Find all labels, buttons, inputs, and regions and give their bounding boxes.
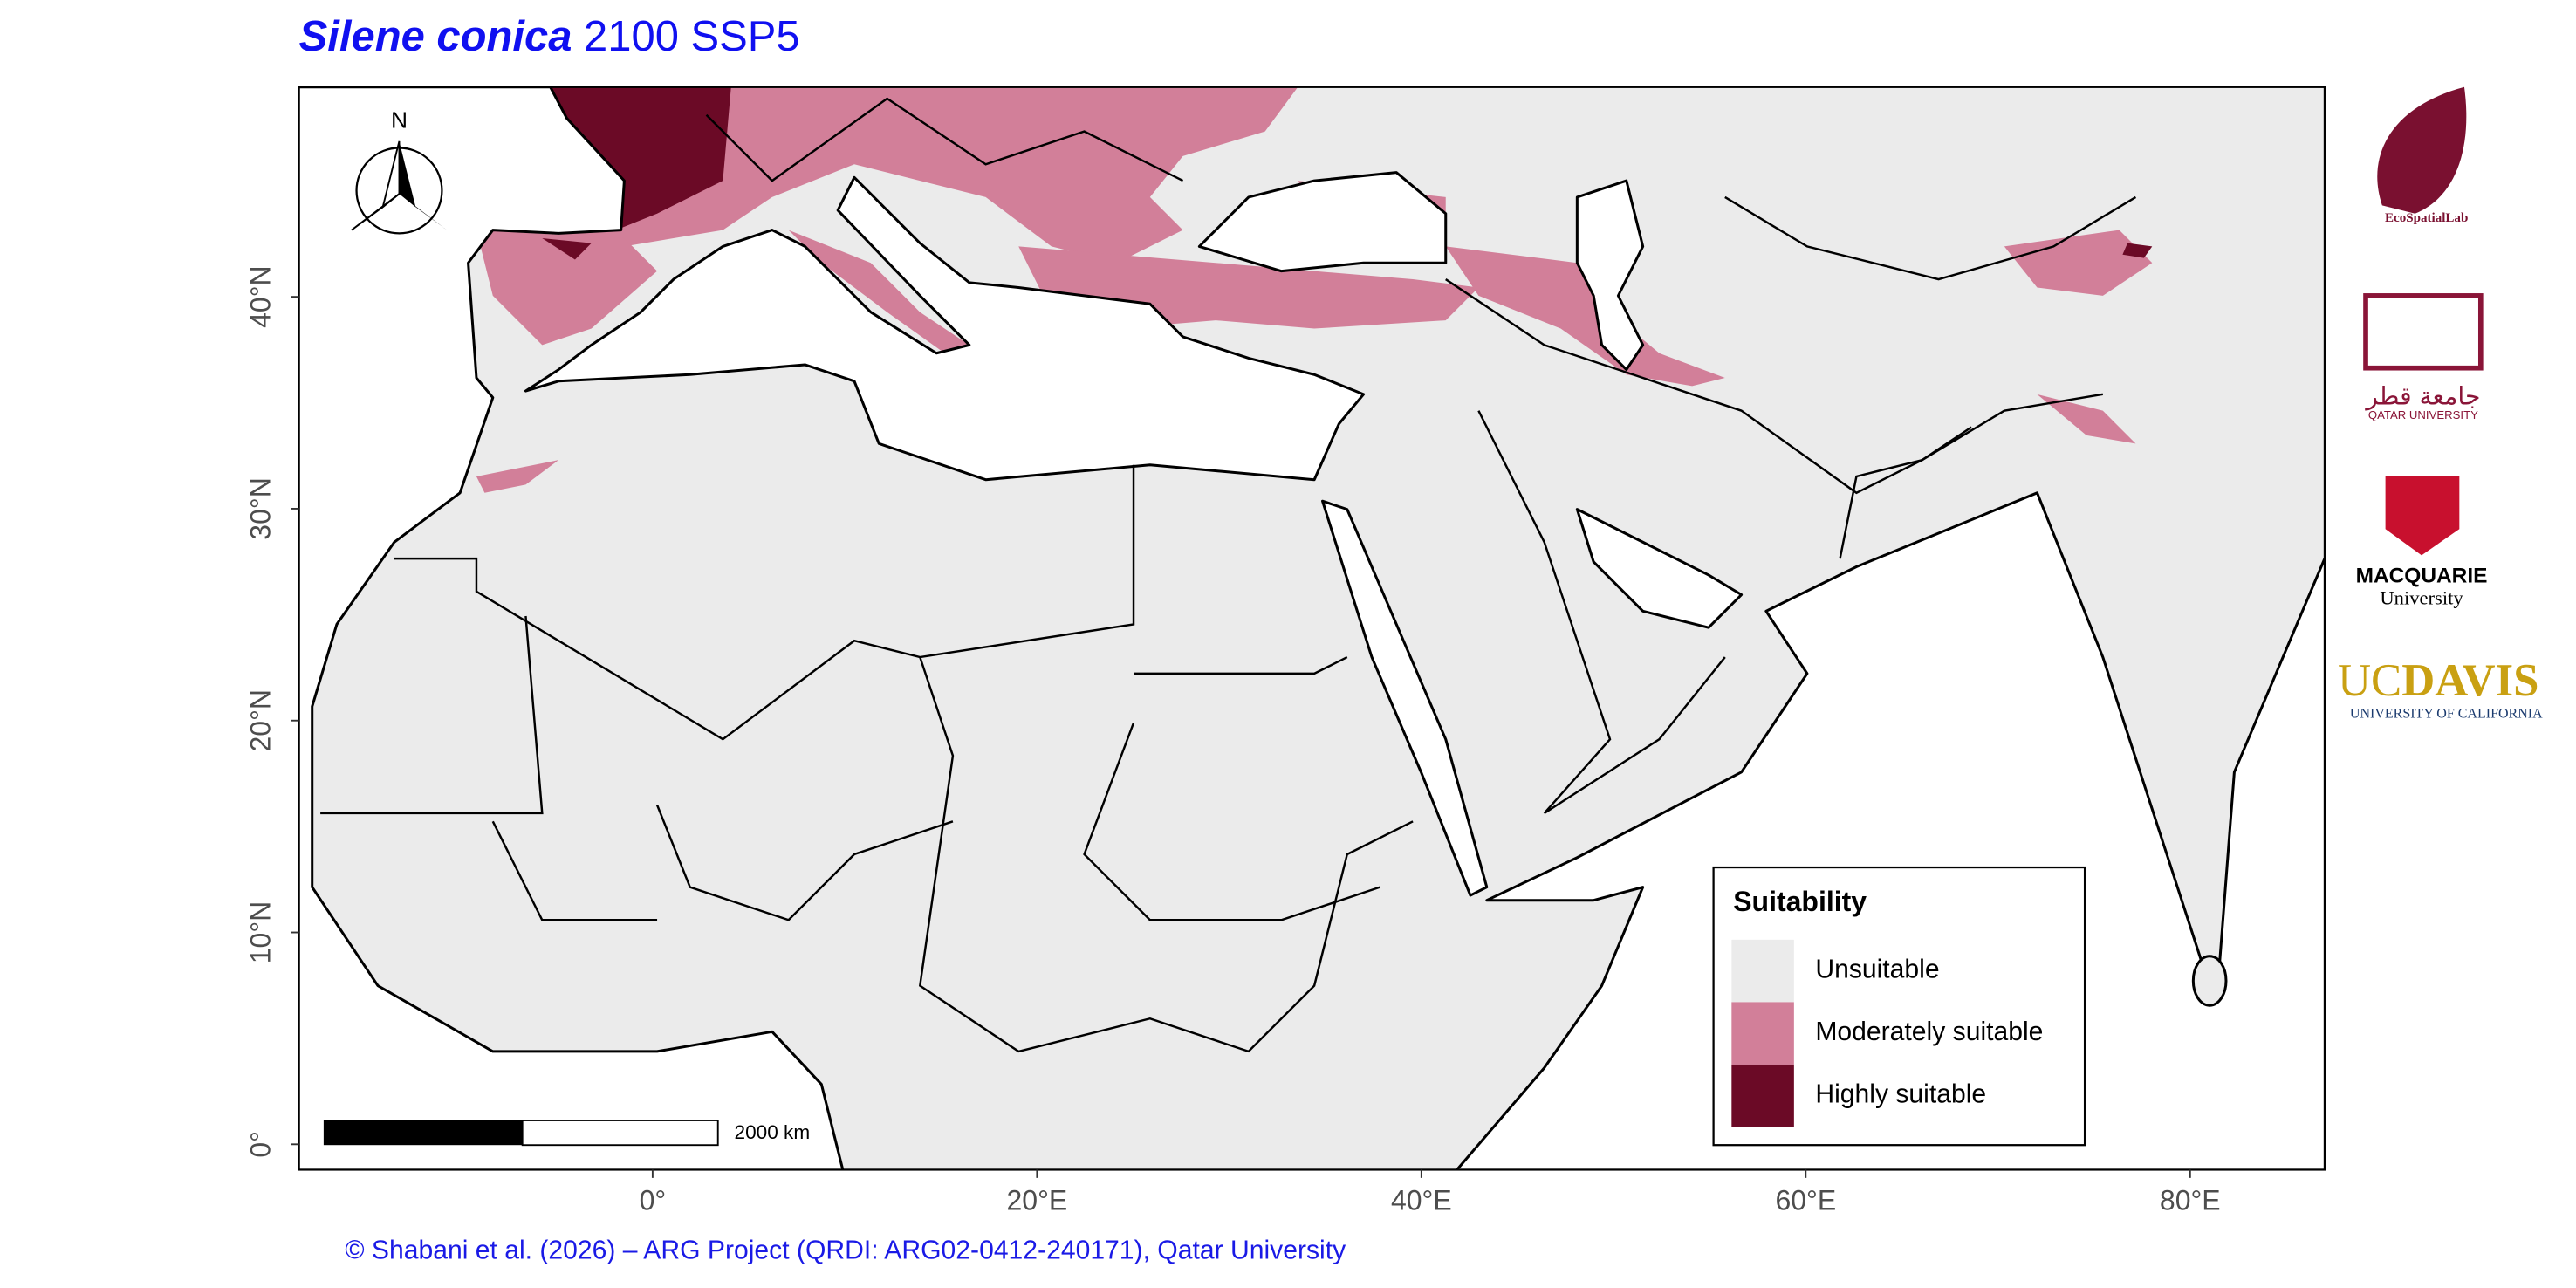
ecospatiallab-text: EcoSpatialLab (2385, 211, 2468, 225)
legend: Suitability Unsuitable Moderately suitabl… (1712, 866, 2086, 1147)
seas (298, 86, 2325, 1170)
ucdavis-logo: UCDAVIS (2338, 655, 2538, 706)
legend-swatch (1731, 1064, 1794, 1127)
scale-bar-light (521, 1120, 719, 1147)
ucdavis-uc: UC (2338, 655, 2401, 706)
x-tick-label: 40°E (1391, 1185, 1452, 1216)
ucdavis-davis: DAVIS (2401, 655, 2538, 706)
legend-label: Highly suitable (1815, 1080, 1986, 1109)
caspian-sea (1575, 179, 1645, 372)
ecospatiallab-leaf (2377, 86, 2467, 214)
map-title: Silene conica 2100 SSP5 (299, 13, 800, 60)
y-tick-label: 40°N (245, 265, 277, 327)
map-area (298, 86, 2325, 1170)
macquarie-shield (2385, 476, 2460, 556)
indian-ocean (1455, 491, 2325, 1170)
persian-gulf (1575, 508, 1744, 629)
species: Silene conica (299, 13, 572, 60)
north-label: N (391, 106, 408, 133)
y-tick-label: 10°N (245, 901, 277, 963)
credit: © Shabani et al. (2026) – ARG Project (Q… (345, 1237, 1346, 1265)
highly-suitable-area (2122, 243, 2153, 258)
qatar-icon (2363, 293, 2484, 371)
north-arrow-tail-left (351, 193, 401, 231)
scenario: 2100 SSP5 (584, 13, 800, 60)
x-tick-label: 20°E (1006, 1185, 1067, 1216)
qatar-arabic: جامعة قطر (2364, 382, 2480, 411)
highly-suitable-area (542, 237, 592, 260)
scale-bar-label: 2000 km (735, 1121, 811, 1143)
scale-bar-dark (323, 1120, 523, 1146)
suitability-areas (476, 86, 2153, 493)
sri-lanka (2191, 955, 2228, 1007)
moderately-suitable-area (2037, 394, 2136, 444)
legend-swatch (1731, 1002, 1794, 1065)
x-tick-label: 60°E (1775, 1185, 1836, 1216)
black-sea (1197, 171, 1448, 273)
legend-label: Unsuitable (1815, 956, 1939, 984)
moderately-suitable-area (476, 460, 559, 493)
scale-bar: 2000 km (323, 1120, 811, 1147)
logos: EcoSpatialLab جامعة قطر QATAR UNIVERSITY… (2338, 86, 2543, 722)
moderately-suitable-area (542, 86, 1298, 264)
moderately-suitable-area (2004, 230, 2153, 296)
ucdavis-sub: UNIVERSITY OF CALIFORNIA (2350, 707, 2543, 722)
mediterranean (524, 175, 1366, 482)
macquarie-name: MACQUARIE (2356, 564, 2488, 587)
legend-label: Moderately suitable (1815, 1017, 2043, 1046)
atlantic (298, 86, 845, 1170)
moderately-suitable-area (788, 230, 969, 353)
y-tick-label: 30°N (245, 477, 277, 540)
north-arrow: N (351, 106, 448, 235)
qatar-english: QATAR UNIVERSITY (2368, 408, 2478, 421)
map-frame (298, 86, 2326, 1171)
macquarie-sub: University (2380, 586, 2463, 608)
borders (320, 97, 2137, 1053)
y-tick-label: 20°N (245, 689, 277, 752)
moderately-suitable-area (1445, 246, 1725, 387)
moderately-suitable-area (476, 230, 658, 346)
red-sea (1321, 499, 1489, 897)
y-tick-label: 0° (245, 1131, 277, 1158)
legend-title: Suitability (1733, 886, 1867, 917)
x-tick-label: 0° (640, 1185, 667, 1216)
north-arrow-tail (399, 194, 448, 230)
x-tick-label: 80°E (2160, 1185, 2221, 1216)
legend-swatch (1731, 939, 1794, 1003)
